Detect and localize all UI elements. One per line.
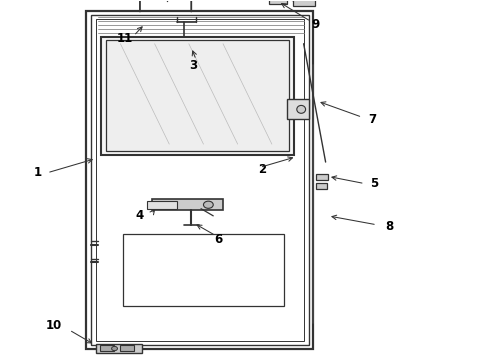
Bar bbox=[152, 199, 223, 211]
Bar bbox=[316, 183, 327, 189]
Bar bbox=[100, 345, 114, 351]
Ellipse shape bbox=[112, 346, 118, 351]
Bar bbox=[316, 174, 328, 180]
Bar bbox=[287, 99, 309, 119]
Text: 9: 9 bbox=[312, 18, 320, 31]
Text: 1: 1 bbox=[33, 166, 41, 179]
Text: 2: 2 bbox=[258, 163, 266, 176]
Bar bbox=[106, 40, 289, 151]
Text: 4: 4 bbox=[136, 210, 144, 222]
Bar bbox=[121, 345, 134, 351]
Bar bbox=[96, 344, 143, 353]
Text: 8: 8 bbox=[385, 220, 393, 233]
Text: 7: 7 bbox=[368, 113, 376, 126]
Bar bbox=[101, 37, 294, 155]
Text: 5: 5 bbox=[370, 177, 379, 190]
Bar bbox=[123, 234, 284, 306]
Text: 11: 11 bbox=[117, 32, 133, 45]
Bar bbox=[270, 0, 287, 4]
Bar bbox=[293, 0, 315, 6]
Ellipse shape bbox=[203, 201, 213, 208]
Text: 6: 6 bbox=[214, 233, 222, 246]
Text: 3: 3 bbox=[190, 59, 198, 72]
Polygon shape bbox=[86, 12, 314, 348]
Ellipse shape bbox=[297, 105, 306, 113]
Text: 10: 10 bbox=[46, 319, 62, 332]
Bar bbox=[147, 201, 176, 209]
